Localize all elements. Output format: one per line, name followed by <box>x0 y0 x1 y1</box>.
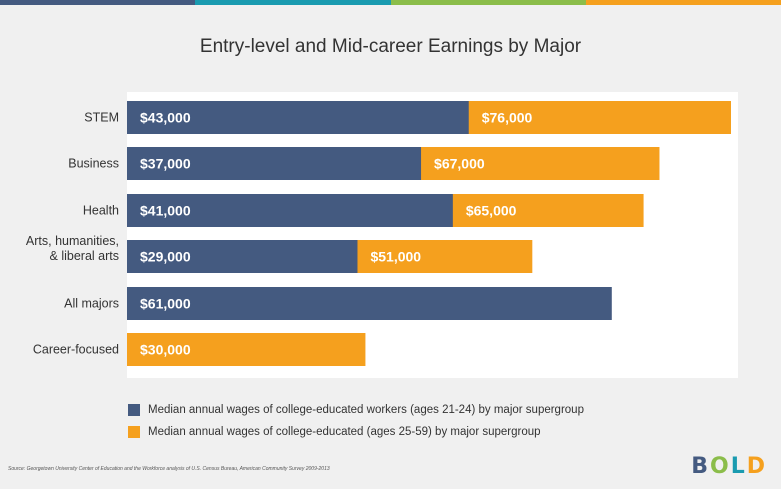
data-label: $30,000 <box>140 342 191 358</box>
bar-entry-level <box>127 194 453 227</box>
category-label: STEM <box>84 111 119 125</box>
bar-entry-level <box>127 101 469 134</box>
top-bar-segment-navy <box>0 0 196 5</box>
data-label: $61,000 <box>140 296 191 312</box>
category-label: Arts, humanities, <box>26 234 119 248</box>
bar-all-majors <box>127 287 612 320</box>
legend-swatch-mid <box>128 426 140 438</box>
data-label: $76,000 <box>482 110 533 126</box>
bold-logo: BOLD <box>691 454 767 479</box>
legend-label-entry: Median annual wages of college-educated … <box>148 404 584 416</box>
category-label: Career-focused <box>33 343 119 357</box>
logo-letter: O <box>710 454 731 479</box>
legend: Median annual wages of college-educated … <box>128 400 584 444</box>
legend-swatch-entry <box>128 404 140 416</box>
data-label: $65,000 <box>466 203 517 219</box>
legend-item-entry: Median annual wages of college-educated … <box>128 400 584 420</box>
legend-label-mid: Median annual wages of college-educated … <box>148 426 541 438</box>
top-bar-segment-green <box>390 0 586 5</box>
top-bar-segment-orange <box>585 0 781 5</box>
bar-chart: $43,000 $76,000 STEM $37,000 $67,000 Business… <box>26 92 738 378</box>
data-label: $67,000 <box>434 156 485 172</box>
data-label: $37,000 <box>140 156 191 172</box>
data-label: $41,000 <box>140 203 191 219</box>
logo-letter: B <box>691 454 710 479</box>
data-label: $51,000 <box>370 249 421 265</box>
bar-entry-level <box>127 240 358 273</box>
category-label: Business <box>68 157 119 171</box>
top-color-bar <box>0 0 781 5</box>
bar-mid-career <box>127 333 366 366</box>
chart-title: Entry-level and Mid-career Earnings by M… <box>199 36 582 57</box>
logo-letter: L <box>730 454 747 479</box>
source-note: Source: Georgetown University Center of … <box>8 466 330 472</box>
legend-item-mid: Median annual wages of college-educated … <box>128 422 584 442</box>
bars-group: $43,000 $76,000 STEM $37,000 $67,000 Business… <box>26 101 731 366</box>
bar-entry-level <box>127 147 422 180</box>
plot-area <box>127 92 738 378</box>
data-label: $29,000 <box>140 249 191 265</box>
category-label: & liberal arts <box>50 249 119 263</box>
category-label: All majors <box>64 297 119 311</box>
logo-letter: D <box>746 454 767 479</box>
data-label: $43,000 <box>140 110 191 126</box>
top-bar-segment-teal <box>195 0 391 5</box>
category-label: Health <box>83 204 119 218</box>
